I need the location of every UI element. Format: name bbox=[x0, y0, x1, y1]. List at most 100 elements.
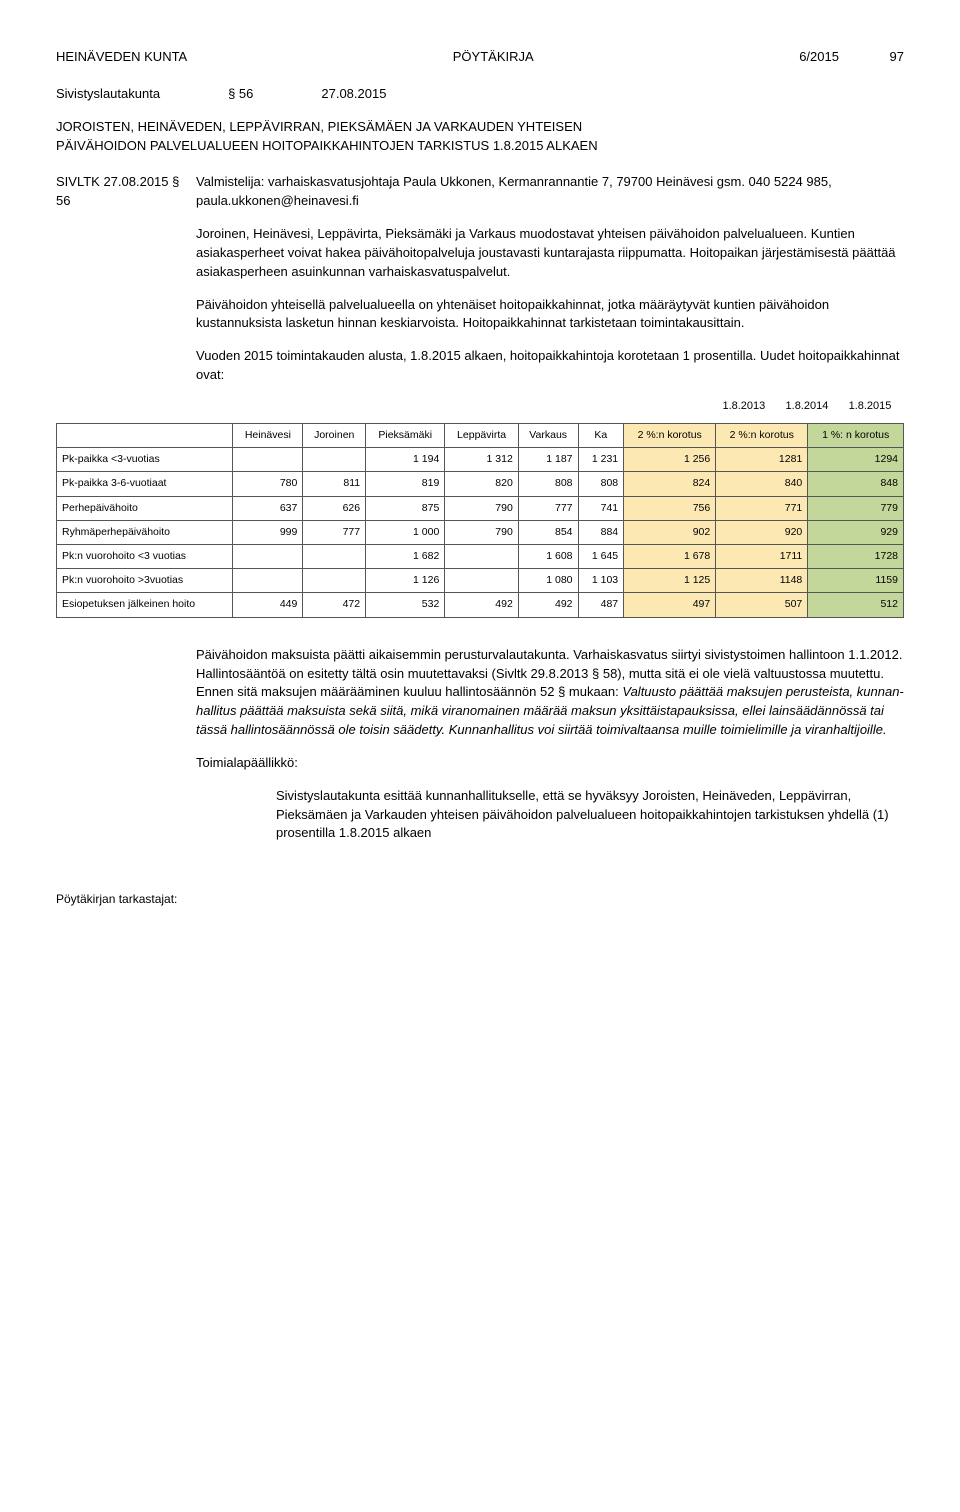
table-cell: 637 bbox=[233, 496, 303, 520]
table-cell: 741 bbox=[578, 496, 624, 520]
table-cell: 1 678 bbox=[624, 545, 716, 569]
table-cell: 790 bbox=[445, 520, 519, 544]
table-cell: 512 bbox=[808, 593, 904, 617]
body-text-block-1: Joroinen, Heinävesi, Leppävirta, Pieksäm… bbox=[196, 225, 904, 385]
col-header: Varkaus bbox=[518, 423, 578, 447]
table-cell: 532 bbox=[366, 593, 445, 617]
col-header: 2 %:n ko­ro­tus bbox=[716, 423, 808, 447]
row-label: Perhepäivähoito bbox=[57, 496, 233, 520]
table-cell: 1294 bbox=[808, 448, 904, 472]
table-cell: 492 bbox=[518, 593, 578, 617]
table-cell: 1148 bbox=[716, 569, 808, 593]
table-cell bbox=[233, 569, 303, 593]
decision-paragraph: Sivistyslautakunta esittää kunnanhallitu… bbox=[276, 787, 904, 844]
table-cell: 1711 bbox=[716, 545, 808, 569]
table-cell: 875 bbox=[366, 496, 445, 520]
table-cell: 487 bbox=[578, 593, 624, 617]
meeting-date: 27.08.2015 bbox=[321, 85, 386, 104]
page-header: HEINÄVEDEN KUNTA PÖYTÄKIRJA 6/2015 97 bbox=[56, 48, 904, 67]
table-cell bbox=[233, 545, 303, 569]
table-header-row: Heinävesi Joroinen Pieksämäki Leppävirta… bbox=[57, 423, 904, 447]
row-label: Pk:n vuorohoito >3vuo­tias bbox=[57, 569, 233, 593]
table-cell: 808 bbox=[518, 472, 578, 496]
row-label: Ryhmäperhepäivähoito bbox=[57, 520, 233, 544]
table-cell: 854 bbox=[518, 520, 578, 544]
table-cell: 840 bbox=[716, 472, 808, 496]
table-cell: 1 256 bbox=[624, 448, 716, 472]
committee-row: Sivistyslautakunta § 56 27.08.2015 bbox=[56, 85, 904, 104]
table-cell: 777 bbox=[518, 496, 578, 520]
col-header: Leppävirta bbox=[445, 423, 519, 447]
table-cell: 497 bbox=[624, 593, 716, 617]
table-cell: 884 bbox=[578, 520, 624, 544]
table-cell: 771 bbox=[716, 496, 808, 520]
table-cell bbox=[303, 448, 366, 472]
table-cell: 779 bbox=[808, 496, 904, 520]
table-cell: 824 bbox=[624, 472, 716, 496]
table-cell bbox=[233, 448, 303, 472]
table-cell: 820 bbox=[445, 472, 519, 496]
table-cell: 1 187 bbox=[518, 448, 578, 472]
table-cell: 780 bbox=[233, 472, 303, 496]
topic-title: JOROISTEN, HEINÄVEDEN, LEPPÄVIRRAN, PIEK… bbox=[56, 118, 904, 156]
topic-line-2: PÄIVÄHOIDON PALVELUALUEEN HOITOPAIKKAHIN… bbox=[56, 137, 904, 156]
table-row: Ryhmäperhepäivähoito9997771 000790854884… bbox=[57, 520, 904, 544]
committee-name: Sivistyslautakunta bbox=[56, 85, 160, 104]
preparer-row: SIVLTK 27.08.2015 § 56 Valmistelija: var… bbox=[56, 173, 904, 211]
table-cell: 920 bbox=[716, 520, 808, 544]
table-cell: 1159 bbox=[808, 569, 904, 593]
table-cell: 1 608 bbox=[518, 545, 578, 569]
table-cell: 1728 bbox=[808, 545, 904, 569]
table-cell: 1 645 bbox=[578, 545, 624, 569]
col-header: 1 %: n korotus bbox=[808, 423, 904, 447]
footer-label: Pöytäkirjan tarkastajat: bbox=[56, 891, 904, 908]
table-cell: 492 bbox=[445, 593, 519, 617]
col-header: Ka bbox=[578, 423, 624, 447]
row-label: Pk:n vuorohoito <3 vuo­tias bbox=[57, 545, 233, 569]
date-col: 1.8.2013 bbox=[714, 399, 774, 415]
table-row: Perhepäivähoito6376268757907777417567717… bbox=[57, 496, 904, 520]
table-cell: 472 bbox=[303, 593, 366, 617]
table-cell bbox=[303, 569, 366, 593]
table-cell: 790 bbox=[445, 496, 519, 520]
col-header: Pieksämäki bbox=[366, 423, 445, 447]
table-cell: 1 682 bbox=[366, 545, 445, 569]
col-header: 2 %:n koro­tus bbox=[624, 423, 716, 447]
preparer-text: Valmistelija: varhaiskasvatusjohtaja Pau… bbox=[196, 173, 904, 211]
table-dates-row: 1.8.2013 1.8.2014 1.8.2015 bbox=[56, 399, 904, 415]
table-row: Pk-paikka <3-vuotias1 1941 3121 1871 231… bbox=[57, 448, 904, 472]
table-cell: 1 080 bbox=[518, 569, 578, 593]
after-paragraph-1: Päivähoidon maksuista päätti aikaisemmin… bbox=[196, 646, 904, 740]
table-row: Pk:n vuorohoito >3vuo­tias1 1261 0801 10… bbox=[57, 569, 904, 593]
col-header: Joroinen bbox=[303, 423, 366, 447]
table-cell bbox=[445, 545, 519, 569]
row-label: Esiopetuksen jälkeinen hoi­to bbox=[57, 593, 233, 617]
paragraph: Joroinen, Heinävesi, Leppävirta, Pieksäm… bbox=[196, 225, 904, 282]
table-row: Pk-paikka 3-6-vuotiaat780811819820808808… bbox=[57, 472, 904, 496]
table-cell: 848 bbox=[808, 472, 904, 496]
table-cell: 811 bbox=[303, 472, 366, 496]
table-cell: 1 312 bbox=[445, 448, 519, 472]
sivltk-label: SIVLTK 27.08.2015 § 56 bbox=[56, 173, 188, 211]
paragraph: Päivähoidon yhteisellä palvelualueella o… bbox=[196, 296, 904, 334]
table-cell: 1 000 bbox=[366, 520, 445, 544]
table-row: Esiopetuksen jälkeinen hoi­to44947253249… bbox=[57, 593, 904, 617]
table-cell: 902 bbox=[624, 520, 716, 544]
table-cell: 1281 bbox=[716, 448, 808, 472]
table-cell: 756 bbox=[624, 496, 716, 520]
price-table: Heinävesi Joroinen Pieksämäki Leppävirta… bbox=[56, 423, 904, 618]
page-number: 97 bbox=[890, 49, 904, 64]
table-cell bbox=[445, 569, 519, 593]
col-blank bbox=[57, 423, 233, 447]
table-cell: 929 bbox=[808, 520, 904, 544]
table-cell: 1 231 bbox=[578, 448, 624, 472]
row-label: Pk-paikka 3-6-vuotiaat bbox=[57, 472, 233, 496]
table-cell: 1 125 bbox=[624, 569, 716, 593]
doc-number: 6/2015 bbox=[799, 49, 839, 64]
col-header: Heinävesi bbox=[233, 423, 303, 447]
table-cell: 507 bbox=[716, 593, 808, 617]
table-cell: 626 bbox=[303, 496, 366, 520]
table-cell: 449 bbox=[233, 593, 303, 617]
table-cell bbox=[303, 545, 366, 569]
org-name: HEINÄVEDEN KUNTA bbox=[56, 48, 187, 67]
